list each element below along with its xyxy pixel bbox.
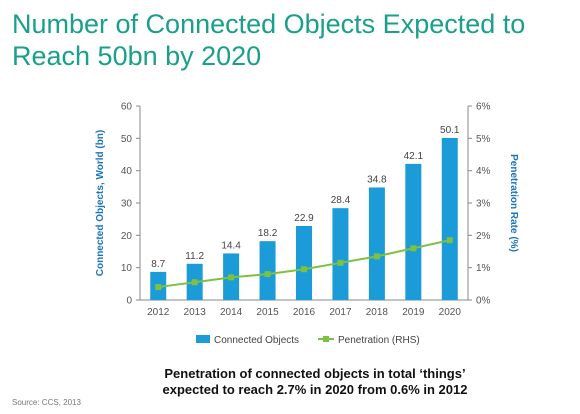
legend-bar-label: Connected Objects	[214, 335, 299, 346]
bar-data-label: 42.1	[404, 151, 424, 162]
legend-line-label: Penetration (RHS)	[338, 335, 420, 346]
x-tick-label: 2015	[256, 307, 279, 318]
y-tick-label: 60	[121, 102, 133, 113]
bar-data-label: 18.2	[258, 228, 278, 239]
bar-data-label: 8.7	[151, 259, 165, 270]
y2-axis-label: Penetration Rate (%)	[508, 154, 519, 252]
source-note: Source: CCS, 2013	[12, 398, 81, 407]
bar	[368, 187, 385, 300]
legend-line-marker	[323, 336, 329, 342]
bar-data-label: 22.9	[294, 213, 314, 224]
x-tick-label: 2014	[220, 307, 243, 318]
y2-tick-label: 2%	[476, 231, 491, 242]
y-axis-label: Connected Objects, World (bn)	[95, 130, 106, 276]
x-tick-label: 2018	[366, 307, 389, 318]
y-tick-label: 40	[121, 166, 133, 177]
x-tick-labels: 2012 2013 2014 2015 2016 2017 2018 2019 2020	[147, 307, 461, 318]
y2-tick-label: 6%	[476, 102, 491, 113]
x-tick-label: 2013	[184, 307, 207, 318]
y2-tick-labels: 0% 1% 2% 3% 4% 5% 6%	[476, 102, 491, 307]
y2-tick-label: 0%	[476, 296, 491, 307]
bar-data-label: 14.4	[221, 240, 241, 251]
chart-caption: Penetration of connected objects in tota…	[80, 366, 550, 398]
penetration-point	[264, 271, 271, 278]
bar-data-label: 11.2	[185, 251, 204, 262]
x-tick-label: 2017	[329, 307, 352, 318]
x-tick-label: 2016	[293, 307, 316, 318]
x-tick-label: 2012	[147, 307, 170, 318]
bar	[405, 163, 422, 300]
title-line-1: Number of Connected Objects Expected to	[12, 9, 526, 39]
penetration-point	[228, 274, 235, 281]
y-tick-label: 10	[121, 263, 133, 274]
y2-tick-label: 3%	[476, 199, 491, 210]
y2-tick-label: 4%	[476, 166, 491, 177]
bar	[441, 138, 458, 300]
legend-bar-swatch	[196, 335, 210, 343]
bar-series	[150, 138, 458, 300]
penetration-point	[155, 284, 162, 291]
penetration-point	[373, 253, 380, 260]
line-series	[155, 237, 453, 291]
y-tick-label: 30	[121, 199, 133, 210]
penetration-point	[410, 245, 417, 252]
y2-tick-label: 1%	[476, 263, 491, 274]
bar-data-label: 28.4	[331, 195, 351, 206]
caption-line-2: expected to reach 2.7% in 2020 from 0.6%…	[162, 382, 468, 397]
y-tick-labels: 0 10 20 30 40 50 60	[121, 102, 133, 307]
bar	[332, 208, 349, 300]
chart-legend: Connected Objects Penetration (RHS)	[196, 335, 420, 346]
penetration-point	[301, 266, 307, 273]
y-tick-label: 0	[126, 296, 132, 307]
penetration-point	[446, 237, 453, 244]
y-tick-label: 20	[121, 231, 133, 242]
connected-objects-chart: 8.7 11.2 14.4 18.2 22.9 28.4 34.8 42.1 50.1 2012…	[95, 102, 519, 347]
penetration-point	[191, 279, 198, 286]
bar	[296, 225, 312, 300]
penetration-point	[337, 259, 344, 266]
bar-data-label: 34.8	[367, 174, 387, 185]
bar	[259, 241, 276, 300]
x-tick-label: 2019	[402, 307, 425, 318]
caption-line-1: Penetration of connected objects in tota…	[164, 366, 466, 381]
page-title: Number of Connected Objects Expected to …	[12, 8, 572, 72]
title-line-2: Reach 50bn by 2020	[12, 41, 262, 71]
y2-tick-label: 5%	[476, 134, 491, 145]
bar-data-labels: 8.7 11.2 14.4 18.2 22.9 28.4 34.8 42.1 50.1	[151, 125, 460, 270]
y-tick-label: 50	[121, 134, 133, 145]
x-tick-label: 2020	[439, 307, 462, 318]
bar-data-label: 50.1	[440, 125, 460, 136]
